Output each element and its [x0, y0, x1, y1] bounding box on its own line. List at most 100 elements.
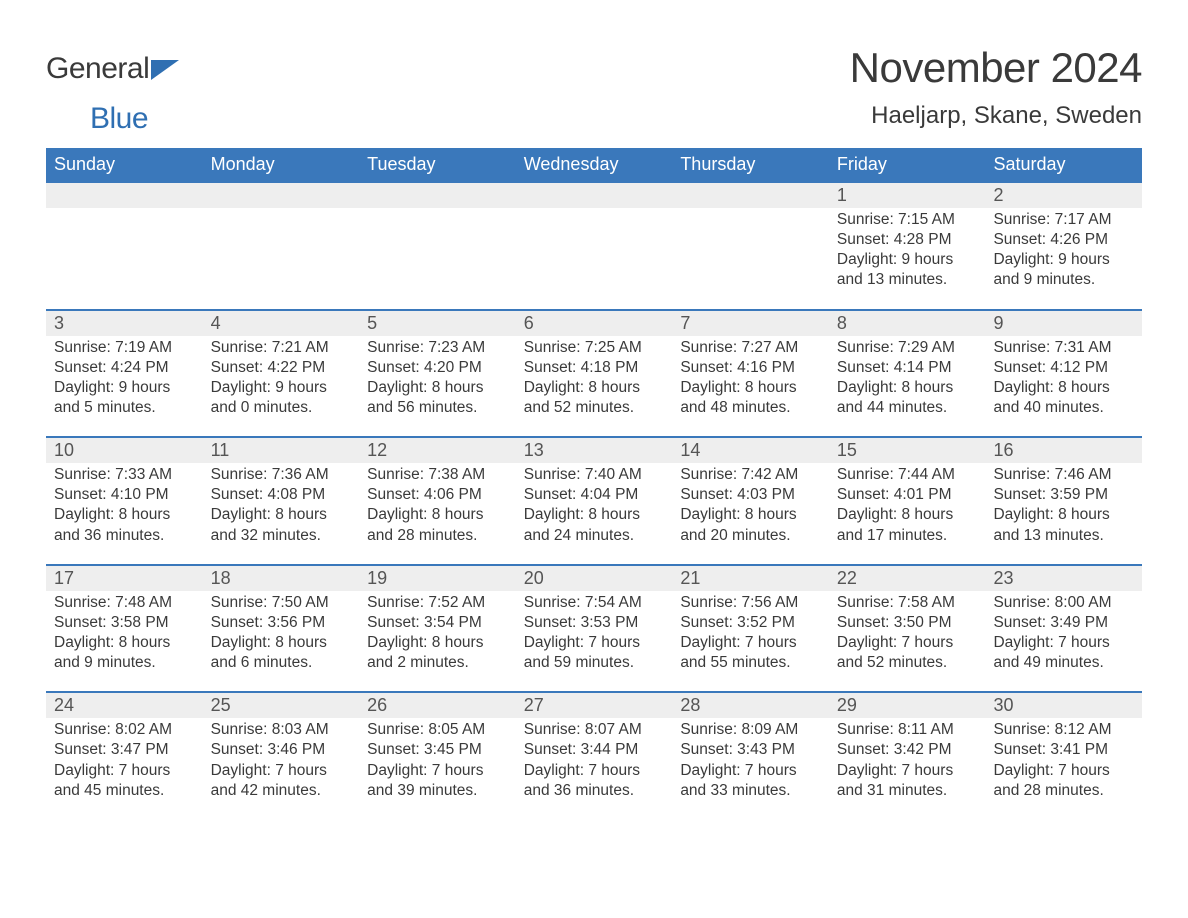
- sunrise-text: Sunrise: 7:33 AM: [54, 465, 195, 485]
- page-title: November 2024: [850, 44, 1142, 92]
- sunrise-text: Sunrise: 7:52 AM: [367, 593, 508, 613]
- daylight-text-2: and 44 minutes.: [837, 398, 978, 418]
- weeks-container: 12Sunrise: 7:15 AMSunset: 4:28 PMDayligh…: [46, 183, 1142, 819]
- sunset-text: Sunset: 4:18 PM: [524, 358, 665, 378]
- daylight-text-1: Daylight: 8 hours: [680, 378, 821, 398]
- daylight-text-1: Daylight: 7 hours: [993, 761, 1134, 781]
- daybody-row: Sunrise: 7:33 AMSunset: 4:10 PMDaylight:…: [46, 463, 1142, 564]
- daynum-row: 17181920212223: [46, 566, 1142, 591]
- day-number: 2: [985, 183, 1142, 208]
- day-number: 28: [672, 693, 829, 718]
- day-cell: [359, 208, 516, 291]
- day-number: 25: [203, 693, 360, 718]
- daynum-row: 12: [46, 183, 1142, 208]
- sunset-text: Sunset: 4:01 PM: [837, 485, 978, 505]
- day-cell: Sunrise: 8:07 AMSunset: 3:44 PMDaylight:…: [516, 718, 673, 801]
- daybody-row: Sunrise: 7:15 AMSunset: 4:28 PMDaylight:…: [46, 208, 1142, 309]
- sunrise-text: Sunrise: 7:17 AM: [993, 210, 1134, 230]
- daylight-text-2: and 39 minutes.: [367, 781, 508, 801]
- sunrise-text: Sunrise: 8:09 AM: [680, 720, 821, 740]
- daylight-text-2: and 2 minutes.: [367, 653, 508, 673]
- day-number: 10: [46, 438, 203, 463]
- day-cell: Sunrise: 7:48 AMSunset: 3:58 PMDaylight:…: [46, 591, 203, 674]
- daynum-row: 24252627282930: [46, 693, 1142, 718]
- sunrise-text: Sunrise: 8:11 AM: [837, 720, 978, 740]
- sunset-text: Sunset: 4:16 PM: [680, 358, 821, 378]
- sunrise-text: Sunrise: 7:50 AM: [211, 593, 352, 613]
- sunset-text: Sunset: 4:04 PM: [524, 485, 665, 505]
- daylight-text-1: Daylight: 8 hours: [211, 633, 352, 653]
- day-number: [516, 183, 673, 208]
- daylight-text-2: and 40 minutes.: [993, 398, 1134, 418]
- daylight-text-2: and 42 minutes.: [211, 781, 352, 801]
- daylight-text-1: Daylight: 8 hours: [54, 633, 195, 653]
- daylight-text-2: and 13 minutes.: [837, 270, 978, 290]
- day-number: 13: [516, 438, 673, 463]
- week-row: 17181920212223Sunrise: 7:48 AMSunset: 3:…: [46, 564, 1142, 692]
- sunset-text: Sunset: 3:54 PM: [367, 613, 508, 633]
- weekday-header: Tuesday: [359, 148, 516, 183]
- day-cell: [203, 208, 360, 291]
- weekday-header: Sunday: [46, 148, 203, 183]
- sunset-text: Sunset: 3:50 PM: [837, 613, 978, 633]
- daylight-text-2: and 55 minutes.: [680, 653, 821, 673]
- day-number: 1: [829, 183, 986, 208]
- weekday-header: Monday: [203, 148, 360, 183]
- day-cell: Sunrise: 7:52 AMSunset: 3:54 PMDaylight:…: [359, 591, 516, 674]
- daylight-text-2: and 33 minutes.: [680, 781, 821, 801]
- day-cell: Sunrise: 8:11 AMSunset: 3:42 PMDaylight:…: [829, 718, 986, 801]
- day-number: [672, 183, 829, 208]
- sunrise-text: Sunrise: 8:02 AM: [54, 720, 195, 740]
- location-text: Haeljarp, Skane, Sweden: [850, 102, 1142, 130]
- sunrise-text: Sunrise: 8:12 AM: [993, 720, 1134, 740]
- daylight-text-2: and 9 minutes.: [54, 653, 195, 673]
- day-cell: Sunrise: 7:46 AMSunset: 3:59 PMDaylight:…: [985, 463, 1142, 546]
- daylight-text-2: and 36 minutes.: [524, 781, 665, 801]
- daylight-text-1: Daylight: 8 hours: [680, 505, 821, 525]
- daylight-text-1: Daylight: 7 hours: [524, 633, 665, 653]
- calendar-page: General Blue November 2024 Haeljarp, Ska…: [0, 0, 1188, 859]
- daylight-text-1: Daylight: 9 hours: [211, 378, 352, 398]
- sunset-text: Sunset: 3:53 PM: [524, 613, 665, 633]
- day-number: 11: [203, 438, 360, 463]
- sunrise-text: Sunrise: 7:29 AM: [837, 338, 978, 358]
- brand-part2: Blue: [90, 104, 179, 134]
- day-cell: Sunrise: 7:33 AMSunset: 4:10 PMDaylight:…: [46, 463, 203, 546]
- title-block: November 2024 Haeljarp, Skane, Sweden: [850, 44, 1142, 130]
- daylight-text-2: and 24 minutes.: [524, 526, 665, 546]
- daylight-text-2: and 28 minutes.: [993, 781, 1134, 801]
- sunset-text: Sunset: 3:46 PM: [211, 740, 352, 760]
- weekday-header-row: SundayMondayTuesdayWednesdayThursdayFrid…: [46, 148, 1142, 183]
- day-cell: Sunrise: 7:38 AMSunset: 4:06 PMDaylight:…: [359, 463, 516, 546]
- daylight-text-1: Daylight: 8 hours: [211, 505, 352, 525]
- day-cell: Sunrise: 7:23 AMSunset: 4:20 PMDaylight:…: [359, 336, 516, 419]
- sunset-text: Sunset: 3:43 PM: [680, 740, 821, 760]
- week-row: 12Sunrise: 7:15 AMSunset: 4:28 PMDayligh…: [46, 183, 1142, 309]
- daybody-row: Sunrise: 8:02 AMSunset: 3:47 PMDaylight:…: [46, 718, 1142, 819]
- daylight-text-1: Daylight: 8 hours: [837, 505, 978, 525]
- day-number: 26: [359, 693, 516, 718]
- day-cell: Sunrise: 7:29 AMSunset: 4:14 PMDaylight:…: [829, 336, 986, 419]
- sunrise-text: Sunrise: 7:25 AM: [524, 338, 665, 358]
- daylight-text-1: Daylight: 8 hours: [993, 378, 1134, 398]
- sunrise-text: Sunrise: 7:21 AM: [211, 338, 352, 358]
- sunset-text: Sunset: 3:59 PM: [993, 485, 1134, 505]
- daylight-text-1: Daylight: 9 hours: [837, 250, 978, 270]
- daylight-text-2: and 52 minutes.: [837, 653, 978, 673]
- daylight-text-1: Daylight: 8 hours: [367, 633, 508, 653]
- daylight-text-2: and 31 minutes.: [837, 781, 978, 801]
- daybody-row: Sunrise: 7:19 AMSunset: 4:24 PMDaylight:…: [46, 336, 1142, 437]
- sunrise-text: Sunrise: 7:27 AM: [680, 338, 821, 358]
- day-cell: Sunrise: 8:09 AMSunset: 3:43 PMDaylight:…: [672, 718, 829, 801]
- daylight-text-1: Daylight: 7 hours: [680, 633, 821, 653]
- daylight-text-2: and 20 minutes.: [680, 526, 821, 546]
- day-cell: Sunrise: 7:58 AMSunset: 3:50 PMDaylight:…: [829, 591, 986, 674]
- sunrise-text: Sunrise: 8:00 AM: [993, 593, 1134, 613]
- sunset-text: Sunset: 3:52 PM: [680, 613, 821, 633]
- sunset-text: Sunset: 3:41 PM: [993, 740, 1134, 760]
- calendar-grid: SundayMondayTuesdayWednesdayThursdayFrid…: [46, 148, 1142, 819]
- daylight-text-1: Daylight: 8 hours: [524, 505, 665, 525]
- day-cell: Sunrise: 7:54 AMSunset: 3:53 PMDaylight:…: [516, 591, 673, 674]
- day-cell: [672, 208, 829, 291]
- daylight-text-2: and 6 minutes.: [211, 653, 352, 673]
